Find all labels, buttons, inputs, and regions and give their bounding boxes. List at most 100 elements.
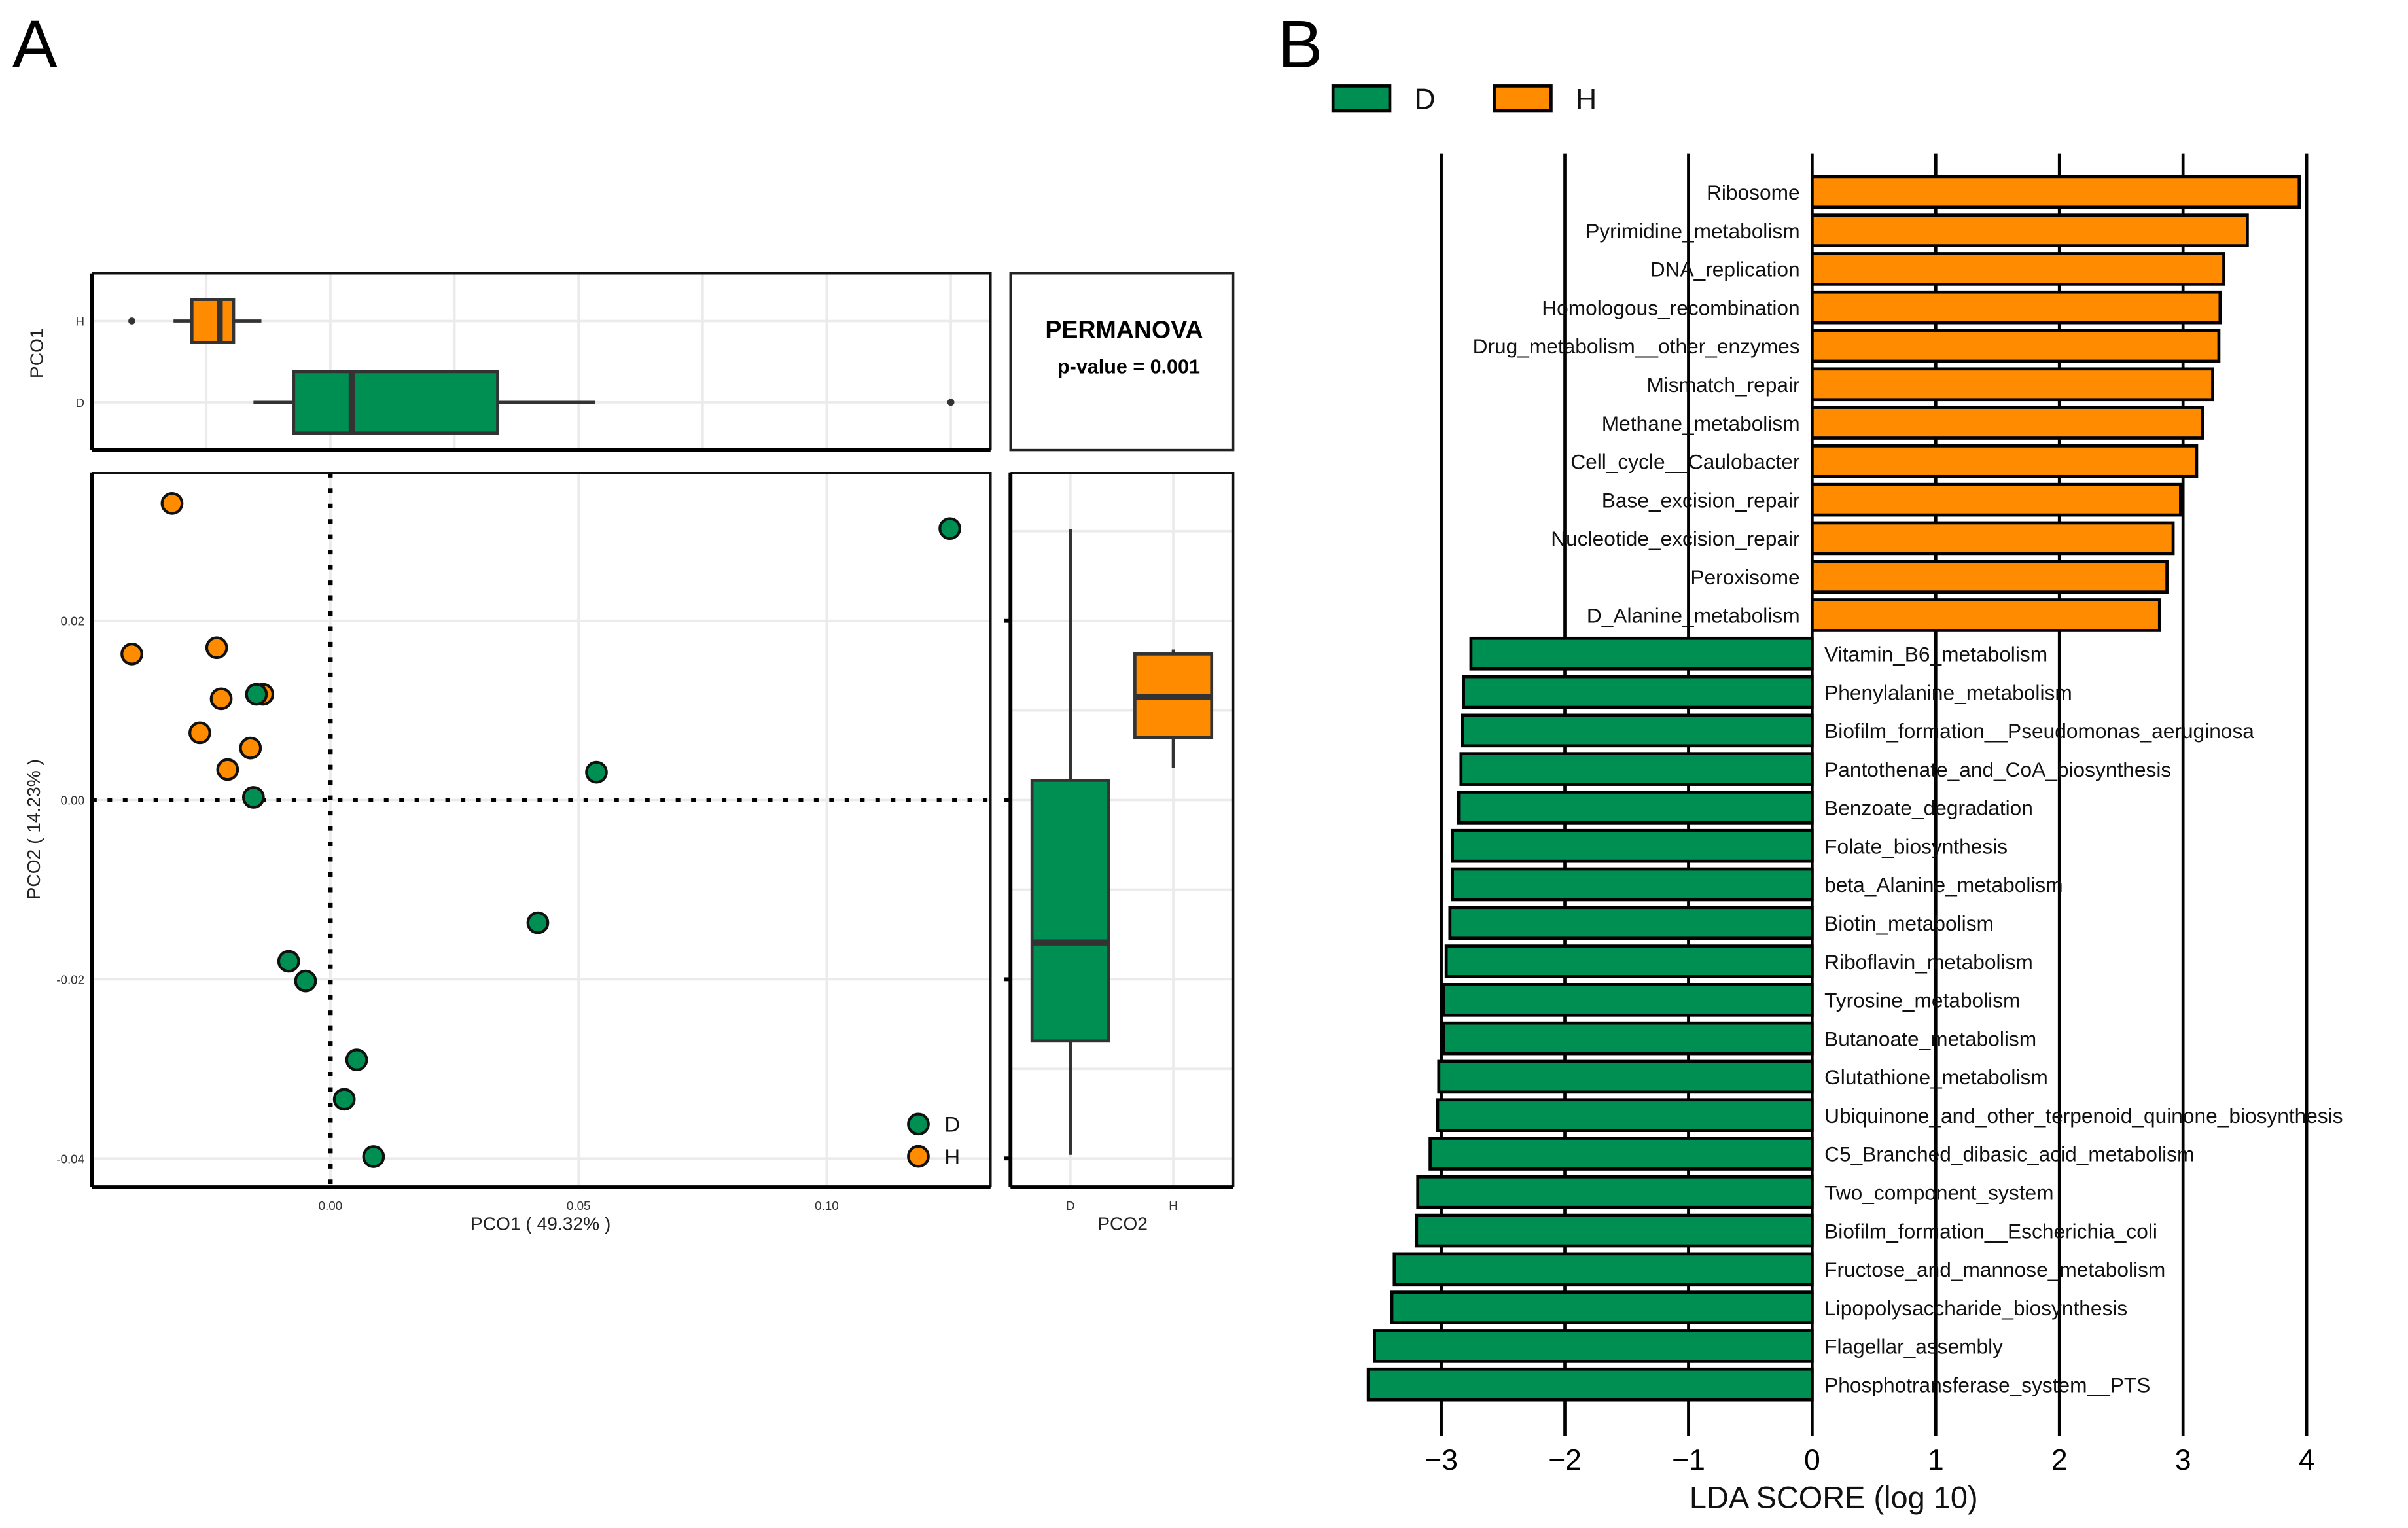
bar-label: Cell_cycle__Caulobacter <box>1570 450 1800 474</box>
x-tick-label: D <box>1066 1199 1075 1213</box>
y-axis-label: PCO1 <box>27 328 47 378</box>
y-tick-label: 0.00 <box>61 794 85 808</box>
legend-marker-H <box>907 1145 930 1168</box>
plot-border <box>92 472 992 1188</box>
bar-D <box>1437 1059 1814 1094</box>
point-D <box>332 1088 356 1111</box>
x-tick-label: 0 <box>1804 1444 1820 1476</box>
bar-label: Homologous_recombination <box>1542 296 1799 319</box>
bar-D <box>1366 1367 1814 1402</box>
legend-label-D: D <box>1415 84 1436 116</box>
x-tick-label: −1 <box>1672 1444 1705 1476</box>
bar-label: Pyrimidine_metabolism <box>1585 219 1799 243</box>
bar-label: Benzoate_degradation <box>1824 796 2033 820</box>
pcoa-scatter: 0.00 0.05 0.10 0.02 0.00 -0.02 -0.04 PCO1 ( 49.… <box>24 472 992 1234</box>
bar-D <box>1469 636 1814 671</box>
bar-label: D_Alanine_metabolism <box>1587 604 1800 628</box>
bar-D <box>1416 1175 1814 1209</box>
bar-H <box>1811 482 2182 517</box>
bar-H <box>1811 367 2214 402</box>
panel-label-b: B <box>1278 7 1323 82</box>
point-D <box>938 517 961 541</box>
panel-label-a: A <box>12 7 58 82</box>
bar-H <box>1811 329 2221 363</box>
box-D <box>1030 779 1110 1043</box>
x-tick-label: 0.10 <box>815 1199 839 1213</box>
point-D <box>362 1145 385 1168</box>
x-tick-label: 0.05 <box>567 1199 591 1213</box>
bar-D <box>1444 944 1814 978</box>
bar-H <box>1811 406 2204 440</box>
point-D <box>345 1048 368 1071</box>
point-H <box>216 758 239 781</box>
y-tick-label: H <box>76 315 85 329</box>
plot-border <box>1010 472 1235 1188</box>
pco1-boxplot: H D PCO1 <box>27 272 992 452</box>
legend-label-D: D <box>944 1112 960 1137</box>
bar-H <box>1811 560 2169 594</box>
bar-D <box>1451 867 1814 902</box>
bar-label: Two_component_system <box>1824 1181 2053 1205</box>
bar-D <box>1451 828 1814 863</box>
x-tick-label: −3 <box>1425 1444 1458 1476</box>
permanova-pvalue: p-value = 0.001 <box>1057 355 1200 378</box>
bar-label: Peroxisome <box>1690 565 1799 589</box>
bar-H <box>1811 444 2199 478</box>
bar-label: Mismatch_repair <box>1647 373 1801 397</box>
bar-D <box>1457 791 1814 825</box>
bar-label: Butanoate_metabolism <box>1824 1027 2036 1050</box>
bar-H <box>1811 252 2225 286</box>
bar-label: Vitamin_B6_metabolism <box>1824 643 2047 666</box>
point-H <box>239 736 262 760</box>
bar-label: Tyrosine_metabolism <box>1824 989 2020 1012</box>
bar-label: Fructose_and_mannose_metabolism <box>1824 1258 2165 1281</box>
point-D <box>245 683 268 706</box>
y-tick-label: 0.02 <box>61 614 85 628</box>
point-D <box>585 760 608 784</box>
point-D <box>294 969 317 993</box>
legend-marker-D <box>907 1112 930 1136</box>
bar-label: Methane_metabolism <box>1602 412 1800 435</box>
box-D <box>292 370 499 435</box>
pco2-boxplot: D H PCO2 <box>1004 472 1235 1234</box>
point-D <box>277 950 300 973</box>
legend-label-H: H <box>1576 84 1597 116</box>
bar-label: Ubiquinone_and_other_terpenoid_quinone_b… <box>1824 1104 2343 1128</box>
bar-D <box>1415 1213 1814 1248</box>
bar-label: Biotin_metabolism <box>1824 912 1994 935</box>
bar-D <box>1462 675 1814 709</box>
bar-label: Glutathione_metabolism <box>1824 1065 2048 1089</box>
permanova-box: PERMANOVA p-value = 0.001 <box>1009 272 1235 452</box>
point-D <box>241 786 265 809</box>
outlier <box>128 317 135 325</box>
y-axis-label: PCO2 ( 14.23% ) <box>24 759 44 899</box>
bar-D <box>1461 713 1814 748</box>
bar-label: Biofilm_formation__Pseudomonas_aeruginos… <box>1824 719 2254 743</box>
bar-D <box>1390 1290 1814 1324</box>
outlier <box>947 399 955 406</box>
bar-D <box>1442 983 1814 1017</box>
bar-label: Phenylalanine_metabolism <box>1824 681 2072 704</box>
legend-label-H: H <box>944 1145 960 1169</box>
lda-bar-chart: −3 −2 −1 0 1 2 3 4 Ribosome Pyrimidine_metabolism… <box>1331 84 2343 1514</box>
legend-swatch-D <box>1331 84 1392 113</box>
x-tick-label: −2 <box>1548 1444 1582 1476</box>
bar-D <box>1392 1252 1814 1287</box>
bar-D <box>1436 1098 1814 1133</box>
bar-H <box>1811 521 2175 556</box>
y-tick-label: -0.04 <box>56 1152 84 1165</box>
bar-label: Base_excision_repair <box>1602 488 1800 512</box>
bar-label: Phosphotransferase_system__PTS <box>1824 1373 2150 1396</box>
bar-label: Folate_biosynthesis <box>1824 834 2008 858</box>
bar-H <box>1811 598 2161 632</box>
point-H <box>205 636 228 660</box>
x-tick-label: 1 <box>1928 1444 1944 1476</box>
permanova-title: PERMANOVA <box>1045 315 1203 343</box>
bar-D <box>1459 752 1814 786</box>
bar-D <box>1373 1329 1814 1363</box>
legend-swatch-H <box>1493 84 1553 113</box>
point-H <box>160 491 184 515</box>
bar-D <box>1442 1021 1814 1056</box>
y-tick-label: -0.02 <box>56 972 84 986</box>
